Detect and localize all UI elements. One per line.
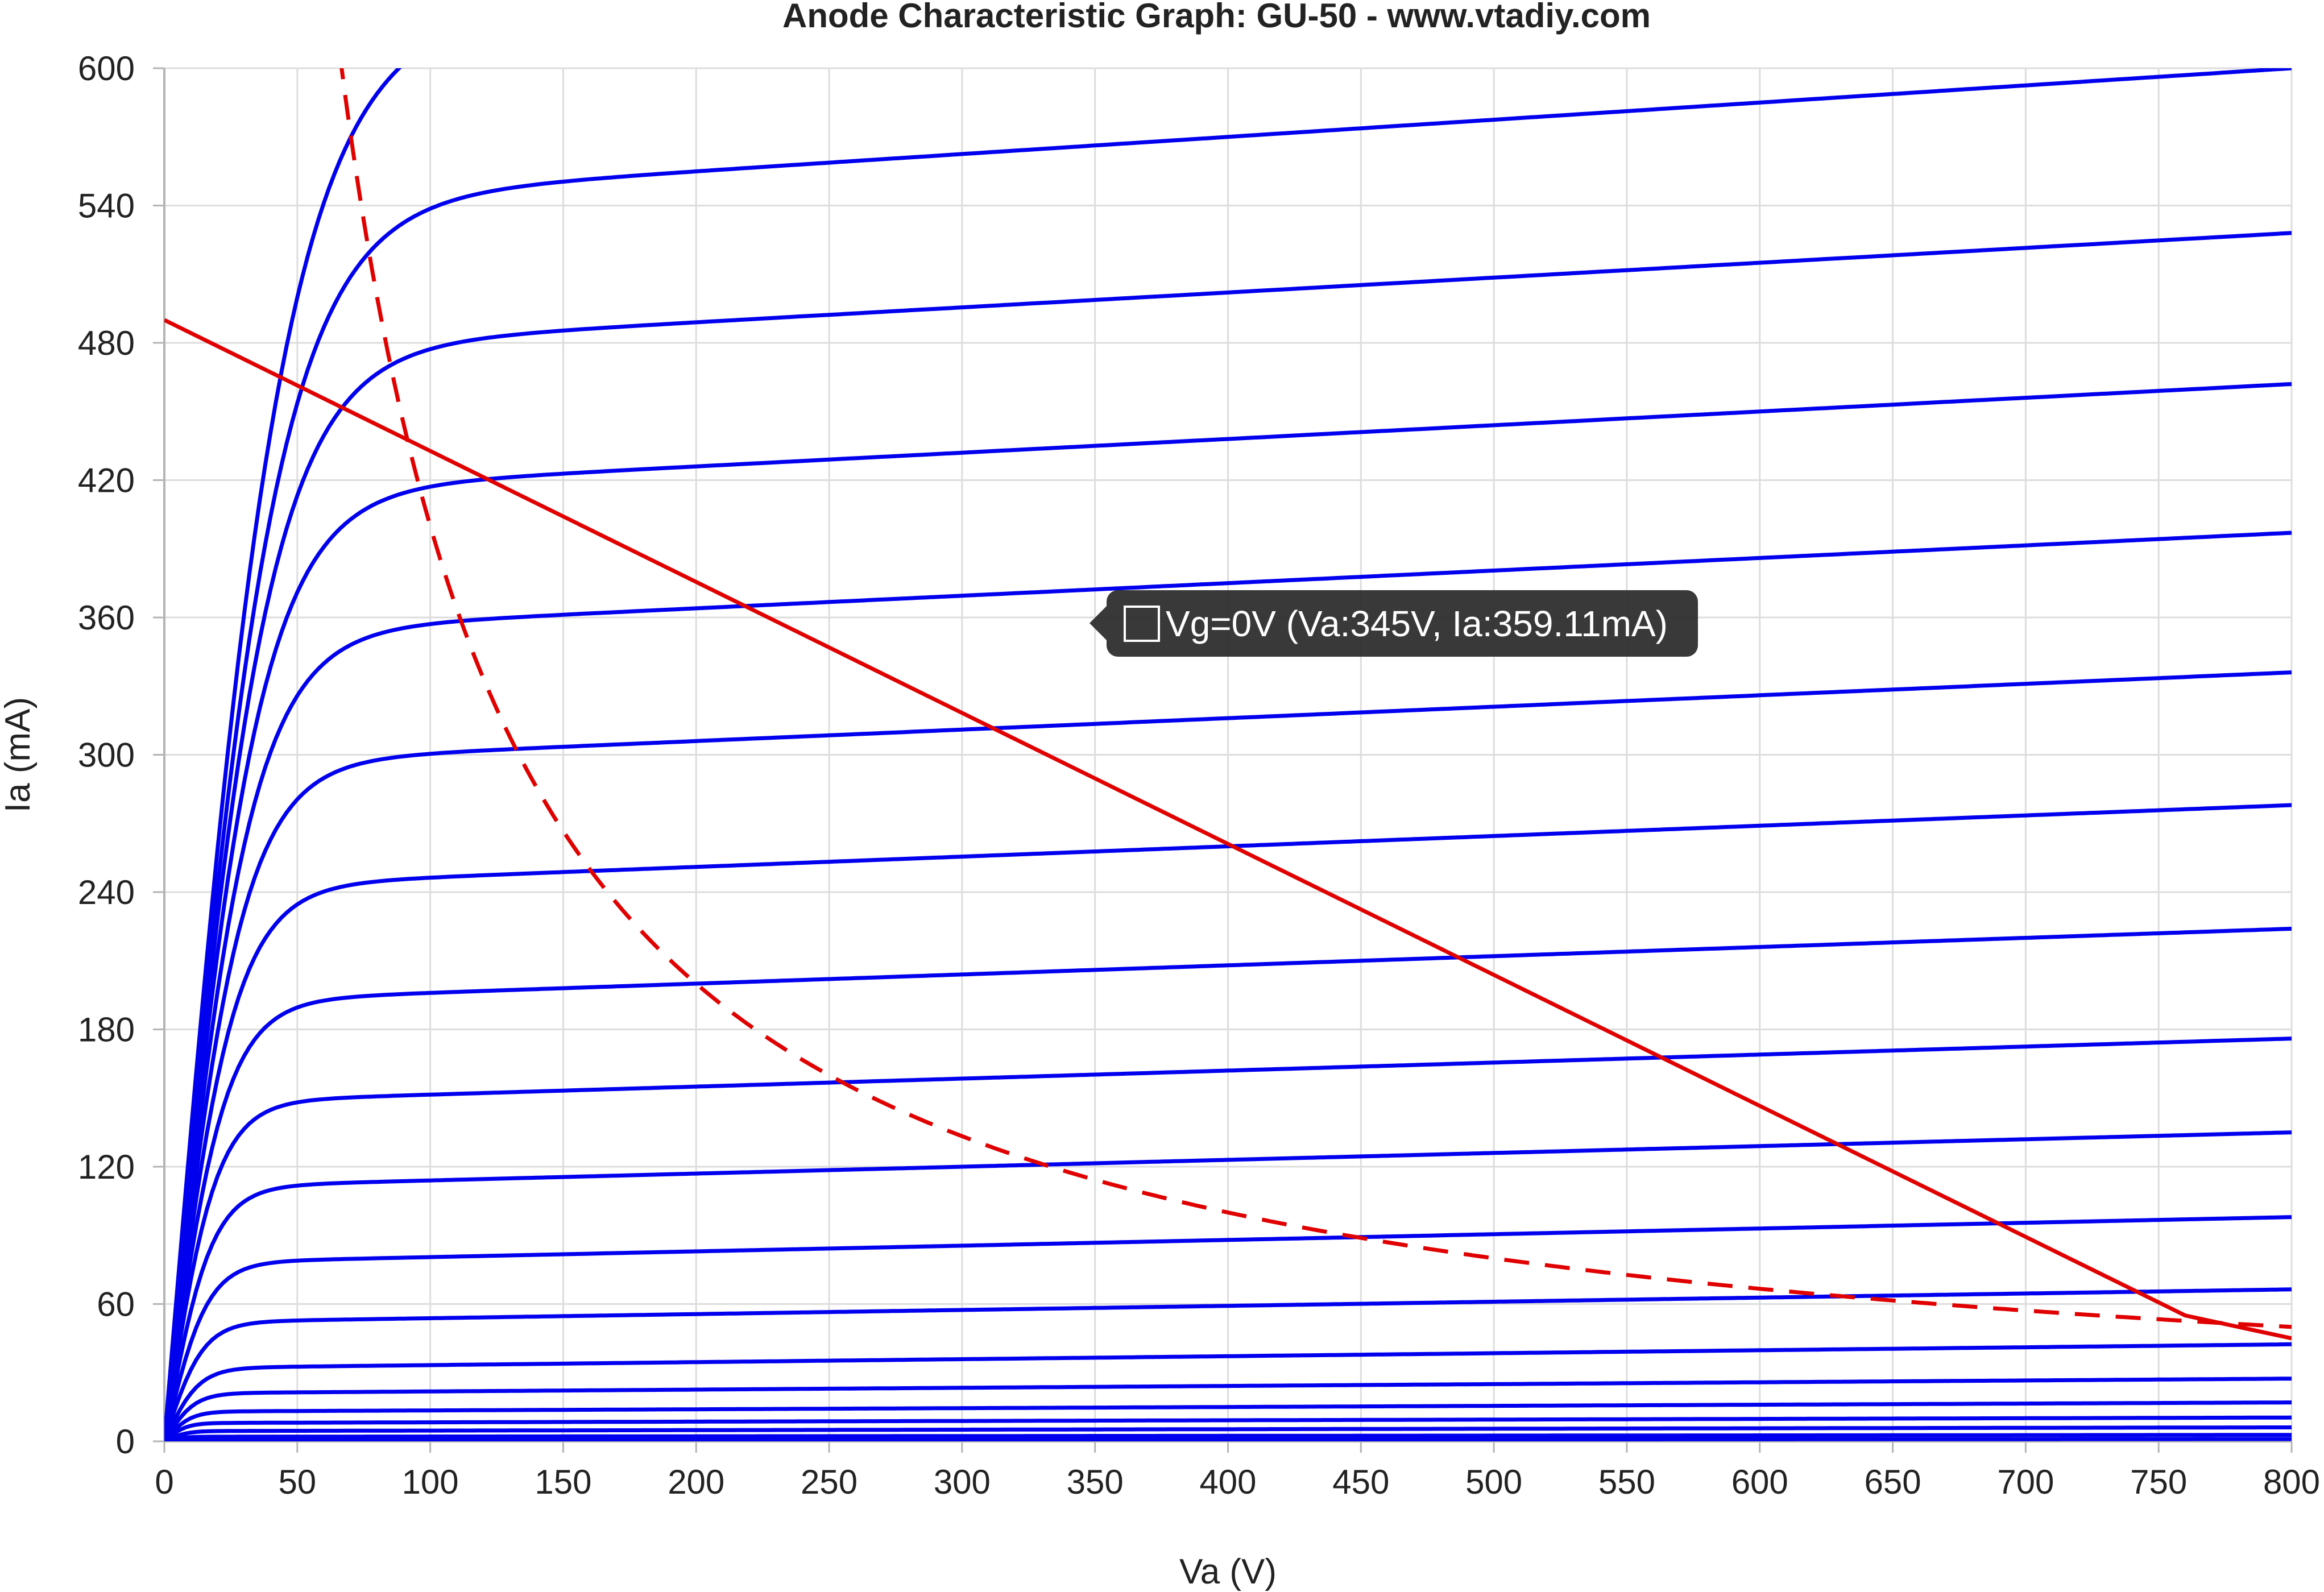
plate-curve [164, 382, 2292, 1441]
plate-curve [164, 926, 2292, 1441]
y-axis-title: Ia (mA) [0, 697, 38, 812]
plate-curve [164, 68, 2292, 1441]
x-tick-label: 150 [535, 1463, 591, 1501]
x-tick-label: 0 [155, 1463, 173, 1501]
x-tick-label: 400 [1199, 1463, 1256, 1501]
plate-curve [164, 1400, 2292, 1441]
plate-curve [164, 1425, 2292, 1441]
x-tick-label: 800 [2263, 1463, 2320, 1501]
y-tick-label: 180 [78, 1011, 135, 1049]
tooltip-text: Vg=0V (Va:345V, Ia:359.11mA) [1166, 603, 1668, 644]
y-tick-label: 240 [78, 873, 135, 911]
x-tick-label: 600 [1731, 1463, 1788, 1501]
plate-curve [164, 1415, 2292, 1441]
load-line [164, 318, 2292, 1341]
plate-curve [164, 803, 2292, 1441]
plate-curves [164, 68, 2292, 1441]
x-tick-label: 650 [1865, 1463, 1921, 1501]
x-tick-label: 450 [1332, 1463, 1389, 1501]
x-tick-label: 700 [1997, 1463, 2054, 1501]
plate-curve [164, 1215, 2292, 1441]
plate-curve [164, 530, 2292, 1441]
x-tick-label: 350 [1067, 1463, 1124, 1501]
y-tick-label: 420 [78, 462, 135, 500]
axes [153, 67, 2293, 1453]
plate-curve [164, 1377, 2292, 1441]
x-tick-label: 200 [668, 1463, 724, 1501]
plate-curve [164, 1437, 2292, 1441]
tooltip-swatch [1124, 605, 1160, 642]
y-tick-label: 120 [78, 1148, 135, 1186]
plate-curve [164, 1342, 2292, 1441]
y-tick-label: 360 [78, 599, 135, 637]
plate-curve [164, 231, 2292, 1441]
y-tick-label: 300 [78, 736, 135, 774]
x-tick-label: 500 [1465, 1463, 1522, 1501]
x-tick-label: 300 [934, 1463, 991, 1501]
x-tick-label: 550 [1598, 1463, 1655, 1501]
y-tick-label: 600 [78, 49, 135, 88]
grid [164, 67, 2293, 1441]
chart-title: Anode Characteristic Graph: GU-50 - www.… [782, 0, 1651, 35]
y-tick-label: 0 [116, 1423, 135, 1461]
max-dissipation-curve [339, 68, 2292, 1329]
y-tick-label: 60 [97, 1286, 135, 1324]
y-tick-label: 540 [78, 187, 135, 225]
data-tooltip: Vg=0V (Va:345V, Ia:359.11mA) [1089, 590, 1698, 657]
x-tick-label: 50 [278, 1463, 316, 1501]
overlay-lines [164, 68, 2292, 1341]
x-tick-label: 250 [801, 1463, 857, 1501]
x-tick-label: 100 [402, 1463, 459, 1501]
plate-curve [164, 1433, 2292, 1441]
y-tick-label: 480 [78, 324, 135, 362]
plate-curve [164, 670, 2292, 1441]
plate-curve [164, 1130, 2292, 1441]
x-axis-title: Va (V) [1179, 1552, 1277, 1591]
plate-curve [164, 1287, 2292, 1441]
plate-curve [164, 1037, 2292, 1441]
x-tick-label: 750 [2130, 1463, 2187, 1501]
